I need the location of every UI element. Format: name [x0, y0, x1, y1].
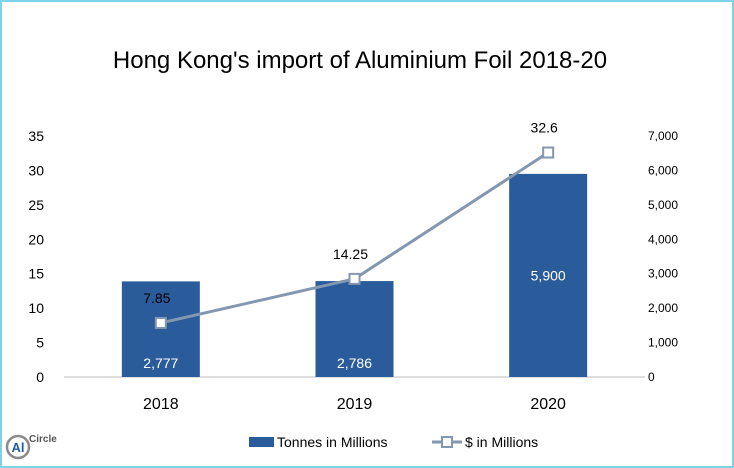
left-axis-tick-label: 30 [28, 162, 44, 178]
right-axis-tick-label: 4,000 [648, 232, 678, 246]
right-axis-tick-label: 5,000 [648, 198, 678, 212]
right-axis-tick-label: 6,000 [648, 163, 678, 177]
bar-series: 2,777 2,786 5,900 [121, 173, 588, 377]
line-data-label: 7.85 [143, 290, 170, 306]
chart-title: Hong Kong's import of Aluminium Foil 201… [113, 47, 607, 74]
line-data-label: 14.25 [333, 246, 368, 262]
bar [121, 281, 200, 377]
legend-bar-label: Tonnes in Millions [277, 434, 388, 450]
legend-line-label: $ in Millions [465, 434, 538, 450]
line-marker [542, 146, 555, 159]
legend-line-marker [441, 436, 453, 448]
bar-data-label: 5,900 [531, 267, 566, 283]
svg-text:Al: Al [12, 440, 25, 455]
right-axis-tick-label: 7,000 [648, 129, 678, 143]
left-axis-tick-label: 25 [28, 197, 44, 213]
category-label: 2018 [143, 396, 179, 413]
line-marker [348, 272, 361, 285]
bar [315, 281, 394, 377]
left-axis-tick-label: 0 [36, 369, 44, 385]
legend: Tonnes in Millions $ in Millions [249, 434, 538, 450]
left-axis: 0 5 10 15 20 25 30 35 [28, 128, 44, 385]
category-label: 2020 [530, 396, 566, 413]
left-axis-tick-label: 35 [28, 128, 44, 144]
svg-text:Circle: Circle [29, 434, 57, 445]
bar-data-label: 2,777 [143, 355, 178, 371]
category-labels: 2018 2019 2020 [143, 396, 566, 413]
legend-bar-swatch [249, 437, 274, 447]
alcircle-logo: Al Circle [4, 430, 66, 464]
bar [509, 173, 588, 377]
line-data-label: 32.6 [531, 120, 558, 136]
right-axis: 0 1,000 2,000 3,000 4,000 5,000 6,000 7,000 [648, 129, 678, 384]
right-axis-tick-label: 1,000 [648, 336, 678, 350]
right-axis-tick-label: 2,000 [648, 301, 678, 315]
line-marker [154, 316, 167, 329]
left-axis-tick-label: 20 [28, 231, 44, 247]
right-axis-tick-label: 3,000 [648, 267, 678, 281]
left-axis-tick-label: 15 [28, 266, 44, 282]
left-axis-tick-label: 5 [36, 335, 44, 351]
left-axis-tick-label: 10 [28, 300, 44, 316]
right-axis-tick-label: 0 [648, 370, 655, 384]
category-label: 2019 [337, 396, 373, 413]
bar-data-label: 2,786 [337, 355, 372, 371]
line-series: 7.85 14.25 32.6 [143, 120, 558, 329]
